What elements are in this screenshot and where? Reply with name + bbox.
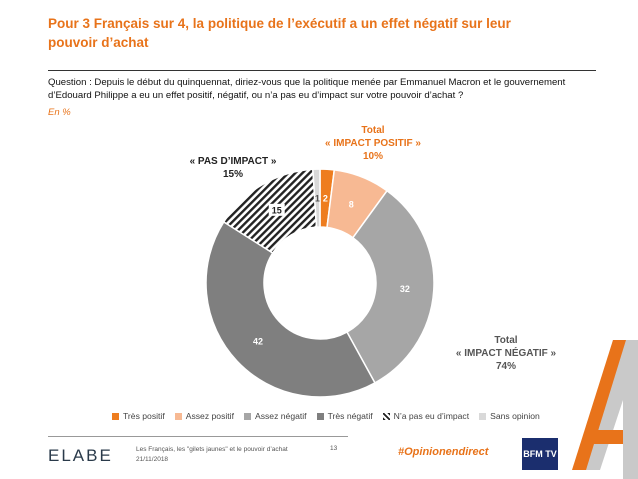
callout-negatif-line2: « IMPACT NÉGATIF » [455,348,557,359]
slice-label-bg [268,203,285,216]
slice-label: 1 [315,194,320,204]
page-number: 13 [330,445,338,452]
legend-item: Assez positif [174,411,234,421]
slice-assez-n-gatif [345,189,435,384]
callout-pas-impact: « PAS D’IMPACT » 15% [178,155,288,181]
legend-label: Très négatif [327,411,373,421]
callout-negatif-value: 74% [495,361,516,372]
legend-swatch [382,412,390,420]
slice-label: 15 [272,205,282,215]
legend-swatch [112,412,119,420]
legend-swatch [316,412,324,420]
legend-label: Très positif [123,411,165,421]
callout-positif-line1: Total [361,125,385,136]
callout-negatif: Total « IMPACT NÉGATIF » 74% [446,334,566,373]
unit-label: En % [48,107,71,118]
callout-negatif-line1: Total [494,335,518,346]
footer-divider [48,436,348,437]
legend-label: Sans opinion [490,411,540,421]
question-text: Question : Depuis le début du quinquenna… [48,77,566,101]
callout-positif-line2: « IMPACT POSITIF » [325,138,421,149]
legend-item: Très négatif [316,411,373,421]
source-line1: Les Français, les "gilets jaunes" et le … [136,446,288,453]
slice-sans-opinion [312,168,321,228]
page-title: Pour 3 Français sur 4, la politique de l… [48,16,511,50]
slice-label: 32 [400,284,410,294]
slice-label: 42 [253,337,263,347]
legend-item: Très positif [112,411,165,421]
source-line2: 21/11/2018 [136,456,169,463]
callout-pas-impact-value: 15% [222,169,243,180]
legend-item: N’a pas eu d’impact [382,411,470,421]
hashtag: #Opinionendirect [398,446,489,458]
bfm-logo: BFM TV [522,438,558,470]
legend-label: N’a pas eu d’impact [393,411,470,421]
brand-chevron-icon [572,340,638,479]
slice-label: 8 [349,199,354,209]
legend-item: Assez négatif [243,411,307,421]
chart-legend: Très positif Assez positif Assez négatif Tr… [112,411,540,421]
legend-item: Sans opinion [479,411,540,421]
legend-swatch [243,412,251,420]
slice-tr-s-n-gatif [205,220,376,398]
elabe-logo: ELABE [48,446,113,465]
legend-label: Assez négatif [254,411,307,421]
slice-label: 2 [323,194,328,204]
callout-pas-impact-line1: « PAS D’IMPACT » [189,156,277,167]
callout-positif: Total « IMPACT POSITIF » 10% [318,124,428,163]
legend-label: Assez positif [185,411,234,421]
callout-positif-value: 10% [362,151,383,162]
legend-swatch [479,412,487,420]
legend-swatch [174,412,182,420]
source-note: Les Français, les "gilets jaunes" et le … [136,445,288,465]
title-divider [48,70,596,71]
